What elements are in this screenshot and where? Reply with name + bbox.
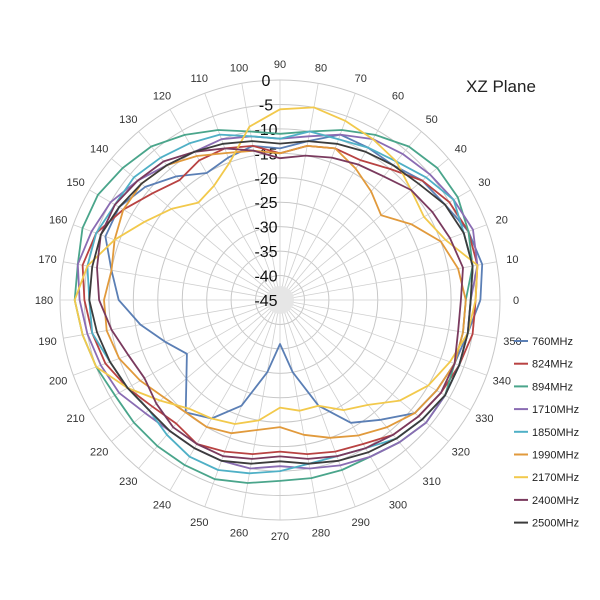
radial-tick-label: -5 — [259, 97, 273, 114]
grid-spoke — [63, 299, 281, 339]
angle-tick-label: 60 — [392, 91, 404, 103]
grid-spoke — [279, 189, 471, 301]
legend-label: 1990MHz — [532, 450, 579, 462]
angle-tick-label: 280 — [312, 527, 330, 539]
grid-spoke — [138, 131, 281, 301]
angle-tick-label: 340 — [493, 376, 511, 388]
grid-spoke — [279, 299, 422, 469]
grid-spoke — [279, 83, 319, 301]
polar-grid — [59, 79, 501, 521]
legend-label: 760MHz — [532, 336, 573, 348]
chart-title: XZ Plane — [466, 77, 536, 96]
angle-tick-label: 40 — [455, 143, 467, 155]
grid-spoke — [279, 299, 449, 442]
series-line-2400mhz — [96, 147, 464, 460]
legend: 760MHz 824MHz 894MHz 1710MHz 1850MHz 1990MHz 2… — [514, 336, 579, 530]
legend-label: 1850MHz — [532, 427, 579, 439]
angle-tick-label: 50 — [426, 114, 438, 126]
angle-tick-label: 150 — [66, 177, 84, 189]
angle-tick-label: 130 — [119, 114, 137, 126]
angle-tick-label: 110 — [191, 73, 209, 85]
grid-spoke — [279, 299, 391, 491]
grid-spoke — [279, 224, 487, 301]
angle-tick-label: 120 — [153, 91, 171, 103]
legend-label: 2400MHz — [532, 495, 579, 507]
series-line-2500mhz — [88, 140, 474, 465]
series-line-2170mhz — [73, 106, 479, 425]
angle-tick-label: 330 — [475, 413, 493, 425]
angle-tick-label: 90 — [274, 59, 286, 71]
angle-tick-label: 300 — [389, 499, 407, 511]
angle-tick-label: 170 — [38, 254, 56, 266]
angle-tick-label: 30 — [478, 177, 490, 189]
grid-spoke — [169, 299, 281, 491]
grid-spoke — [73, 224, 281, 301]
angle-tick-label: 320 — [452, 447, 470, 459]
angle-tick-label: 220 — [90, 447, 108, 459]
grid-spoke — [63, 261, 281, 301]
grid-spoke — [279, 131, 422, 301]
legend-label: 824MHz — [532, 359, 573, 371]
series-lines — [73, 106, 484, 484]
angle-tick-label: 0 — [513, 295, 519, 307]
series-line-1990mhz — [103, 144, 467, 439]
grid-spoke — [241, 83, 281, 301]
angle-tick-label: 270 — [271, 531, 289, 543]
angle-tick-label: 240 — [153, 499, 171, 511]
radial-tick-label: -45 — [254, 293, 277, 310]
grid-spoke — [241, 299, 281, 517]
radial-tick-label: 0 — [262, 73, 271, 90]
grid-spoke — [279, 299, 471, 411]
angle-tick-label: 190 — [38, 336, 56, 348]
grid-spoke — [73, 299, 281, 376]
radial-tick-label: -30 — [254, 220, 277, 237]
radial-tick-labels: 0-5-10-15-20-25-30-35-40-45 — [254, 73, 277, 310]
legend-label: 2500MHz — [532, 518, 579, 530]
grid-spoke — [279, 261, 497, 301]
grid-spoke — [138, 299, 281, 469]
grid-spoke — [279, 299, 487, 376]
radial-tick-label: -25 — [254, 195, 277, 212]
grid-spoke — [111, 158, 281, 301]
angle-tick-label: 140 — [90, 143, 108, 155]
angle-tick-label: 10 — [506, 254, 518, 266]
angle-tick-label: 70 — [355, 73, 367, 85]
grid-spoke — [279, 299, 319, 517]
legend-label: 2170MHz — [532, 472, 579, 484]
angle-tick-label: 160 — [49, 214, 67, 226]
grid-spoke — [89, 299, 281, 411]
grid-spoke — [279, 109, 391, 301]
angle-tick-labels: 90 80706050403020100350340330320310300290… — [35, 59, 522, 543]
legend-label: 1710MHz — [532, 404, 579, 416]
radial-tick-label: -20 — [254, 171, 277, 188]
angle-tick-label: 260 — [230, 527, 248, 539]
angle-tick-label: 200 — [49, 376, 67, 388]
angle-tick-label: 180 — [35, 295, 53, 307]
grid-spoke — [111, 299, 281, 442]
center-marker — [266, 286, 294, 314]
grid-spoke — [279, 158, 449, 301]
grid-spoke — [204, 93, 281, 301]
grid-spoke — [169, 109, 281, 301]
angle-tick-label: 350 — [503, 336, 521, 348]
angle-tick-label: 250 — [190, 517, 208, 529]
radial-tick-label: -10 — [254, 122, 277, 139]
angle-tick-label: 290 — [352, 517, 370, 529]
angle-tick-label: 20 — [496, 214, 508, 226]
radial-tick-label: -35 — [254, 244, 277, 261]
angle-tick-label: 230 — [119, 476, 137, 488]
angle-tick-label: 310 — [423, 476, 441, 488]
radial-tick-label: -40 — [254, 269, 277, 286]
series-line-824mhz — [81, 144, 479, 456]
grid-spoke — [279, 93, 356, 301]
angle-tick-label: 100 — [230, 63, 248, 75]
grid-spoke — [279, 299, 497, 339]
angle-tick-label: 80 — [315, 63, 327, 75]
grid-spoke — [89, 189, 281, 301]
legend-label: 894MHz — [532, 381, 573, 393]
angle-tick-label: 210 — [66, 413, 84, 425]
